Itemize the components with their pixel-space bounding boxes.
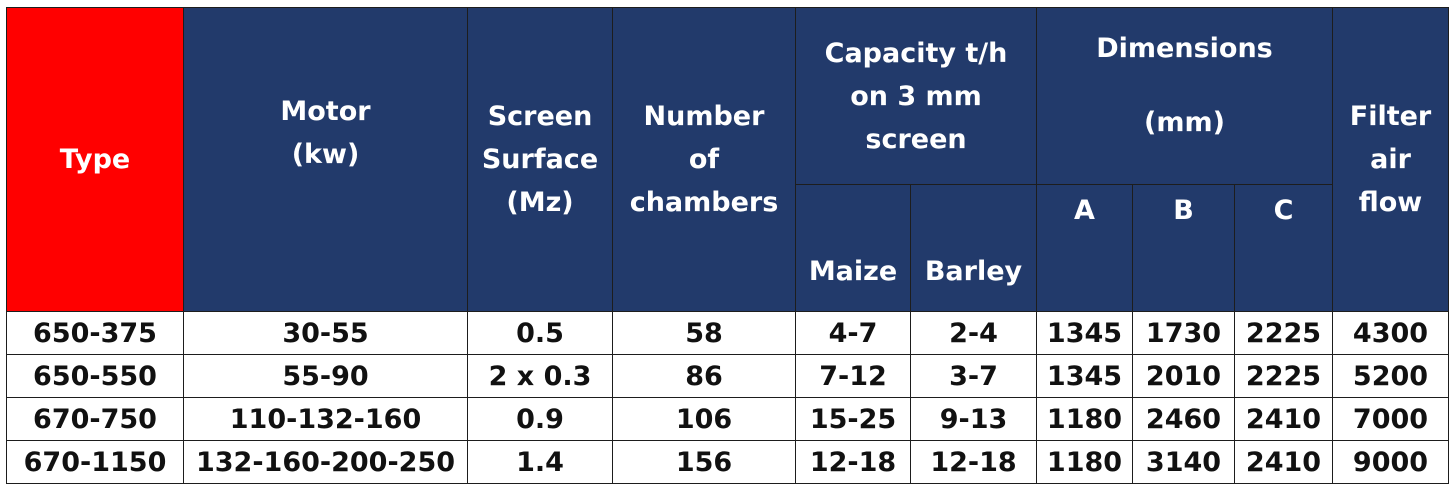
cell-filter-air-flow: 5200: [1332, 354, 1449, 398]
cell-barley: 9-13: [910, 397, 1037, 441]
header-barley-label: Barley: [924, 256, 1023, 287]
spec-table-container: Type Motor (kw) Screen Surface (Mz) Numb…: [6, 7, 1449, 484]
header-dimensions: Dimensions (mm): [1036, 7, 1333, 185]
cell-screen-surface: 1.4: [467, 440, 613, 484]
table-row: 650-375 30-55 0.5 58 4-7 2-4 1345 1730 2…: [6, 311, 1449, 355]
header-screen-surface-line-3: (Mz): [506, 187, 574, 218]
cell-filter-air-flow: 7000: [1332, 397, 1449, 441]
header-motor-line-2: (kw): [291, 139, 360, 170]
header-screen-surface-line-1: Screen: [487, 101, 593, 132]
cell-type: 650-375: [6, 311, 184, 355]
header-filter-air-flow: Filter air flow: [1332, 7, 1449, 312]
table-row: 650-550 55-90 2 x 0.3 86 7-12 3-7 1345 2…: [6, 354, 1449, 398]
header-motor: Motor (kw): [183, 7, 468, 312]
cell-filter-air-flow: 9000: [1332, 440, 1449, 484]
header-screen-surface: Screen Surface (Mz): [467, 7, 613, 312]
header-chambers-line-2: of: [688, 144, 720, 175]
cell-maize: 7-12: [795, 354, 911, 398]
cell-barley: 3-7: [910, 354, 1037, 398]
header-type: Type: [6, 7, 184, 312]
cell-dim-c: 2410: [1234, 397, 1333, 441]
cell-chambers: 58: [612, 311, 796, 355]
cell-maize: 15-25: [795, 397, 911, 441]
specifications-table: Type Motor (kw) Screen Surface (Mz) Numb…: [6, 7, 1449, 484]
cell-screen-surface: 0.9: [467, 397, 613, 441]
cell-chambers: 86: [612, 354, 796, 398]
cell-maize: 4-7: [795, 311, 911, 355]
cell-motor: 132-160-200-250: [183, 440, 468, 484]
cell-type: 670-750: [6, 397, 184, 441]
cell-dim-b: 2010: [1132, 354, 1235, 398]
header-dim-a-label: A: [1074, 195, 1095, 226]
cell-filter-air-flow: 4300: [1332, 311, 1449, 355]
header-filter-line-2: air: [1370, 144, 1411, 175]
header-dimension-c: C: [1234, 184, 1333, 312]
header-chambers-line-3: chambers: [629, 187, 779, 218]
header-chambers: Number of chambers: [612, 7, 796, 312]
cell-motor: 30-55: [183, 311, 468, 355]
header-screen-surface-line-2: Surface: [481, 144, 599, 175]
cell-dim-c: 2410: [1234, 440, 1333, 484]
cell-dim-b: 2460: [1132, 397, 1235, 441]
header-dimension-a: A: [1036, 184, 1133, 312]
cell-dim-b: 1730: [1132, 311, 1235, 355]
header-capacity-line-3: screen: [865, 123, 967, 155]
cell-barley: 12-18: [910, 440, 1037, 484]
cell-dim-a: 1345: [1036, 354, 1133, 398]
cell-barley: 2-4: [910, 311, 1037, 355]
cell-dim-c: 2225: [1234, 354, 1333, 398]
header-capacity-barley: Barley: [910, 184, 1037, 312]
header-dimensions-line-1: Dimensions: [1096, 33, 1273, 64]
header-maize-label: Maize: [808, 256, 898, 287]
header-filter-line-3: flow: [1358, 187, 1423, 218]
header-chambers-line-1: Number: [643, 101, 765, 132]
cell-maize: 12-18: [795, 440, 911, 484]
header-capacity-line-1: Capacity t/h: [824, 37, 1008, 69]
table-row: 670-1150 132-160-200-250 1.4 156 12-18 1…: [6, 440, 1449, 484]
cell-screen-surface: 0.5: [467, 311, 613, 355]
cell-motor: 55-90: [183, 354, 468, 398]
header-dim-c-label: C: [1273, 195, 1294, 226]
cell-type: 650-550: [6, 354, 184, 398]
table-row: 670-750 110-132-160 0.9 106 15-25 9-13 1…: [6, 397, 1449, 441]
cell-dim-a: 1180: [1036, 440, 1133, 484]
cell-dim-a: 1180: [1036, 397, 1133, 441]
header-filter-line-1: Filter: [1349, 101, 1432, 132]
cell-dim-a: 1345: [1036, 311, 1133, 355]
cell-dim-c: 2225: [1234, 311, 1333, 355]
header-dim-b-label: B: [1173, 195, 1194, 226]
header-capacity-maize: Maize: [795, 184, 911, 312]
cell-screen-surface: 2 x 0.3: [467, 354, 613, 398]
cell-chambers: 156: [612, 440, 796, 484]
header-motor-line-1: Motor: [280, 96, 371, 127]
header-type-label: Type: [59, 144, 131, 175]
header-dimension-b: B: [1132, 184, 1235, 312]
cell-motor: 110-132-160: [183, 397, 468, 441]
cell-type: 670-1150: [6, 440, 184, 484]
header-capacity-line-2: on 3 mm: [850, 80, 982, 112]
header-dimensions-line-2: (mm): [1144, 107, 1225, 138]
cell-chambers: 106: [612, 397, 796, 441]
cell-dim-b: 3140: [1132, 440, 1235, 484]
header-capacity: Capacity t/h on 3 mm screen: [795, 7, 1037, 185]
